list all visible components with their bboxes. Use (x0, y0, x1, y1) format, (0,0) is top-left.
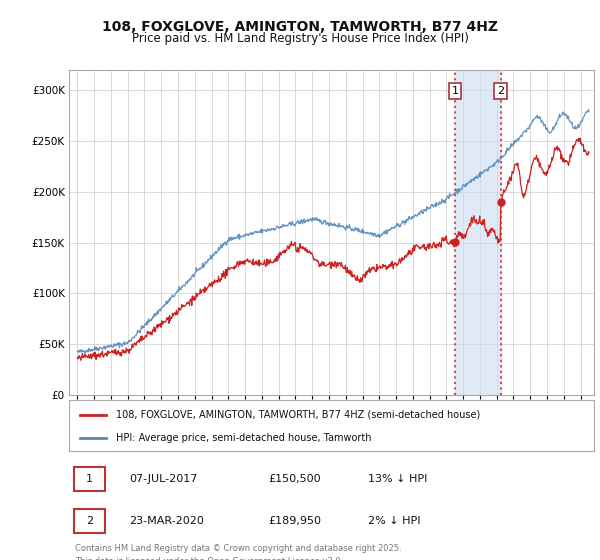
Bar (455, 70, 500, 395)
Text: 2% ↓ HPI: 2% ↓ HPI (368, 516, 421, 526)
Text: 2: 2 (497, 86, 504, 96)
Text: £189,950: £189,950 (269, 516, 322, 526)
Text: 108, FOXGLOVE, AMINGTON, TAMWORTH, B77 4HZ (semi-detached house): 108, FOXGLOVE, AMINGTON, TAMWORTH, B77 4… (116, 409, 481, 419)
Text: 108, FOXGLOVE, AMINGTON, TAMWORTH, B77 4HZ: 108, FOXGLOVE, AMINGTON, TAMWORTH, B77 4… (102, 20, 498, 34)
Text: 13% ↓ HPI: 13% ↓ HPI (368, 474, 428, 484)
Text: HPI: Average price, semi-detached house, Tamworth: HPI: Average price, semi-detached house,… (116, 433, 372, 443)
Text: 2: 2 (86, 516, 93, 526)
Text: 23-MAR-2020: 23-MAR-2020 (130, 516, 204, 526)
Text: Price paid vs. HM Land Registry's House Price Index (HPI): Price paid vs. HM Land Registry's House … (131, 32, 469, 45)
FancyBboxPatch shape (74, 509, 105, 533)
Text: 1: 1 (452, 86, 458, 96)
Text: Contains HM Land Registry data © Crown copyright and database right 2025.
This d: Contains HM Land Registry data © Crown c… (75, 544, 401, 560)
FancyBboxPatch shape (74, 467, 105, 491)
Text: £150,500: £150,500 (269, 474, 321, 484)
Text: 1: 1 (86, 474, 93, 484)
Text: 07-JUL-2017: 07-JUL-2017 (130, 474, 198, 484)
